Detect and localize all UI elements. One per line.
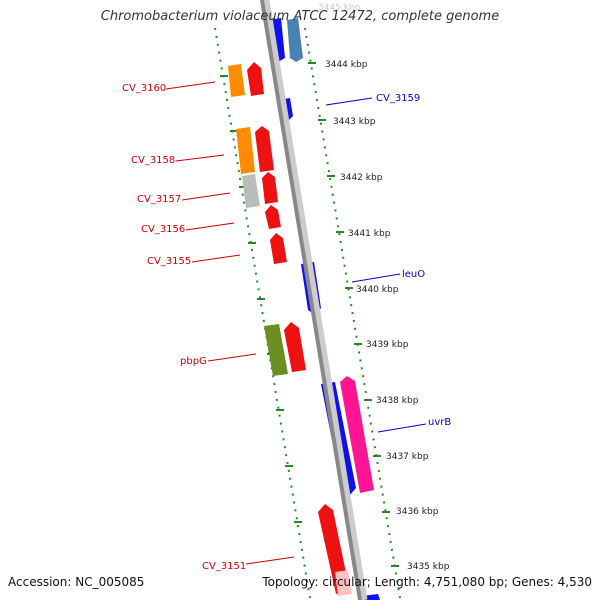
tick-labels: 3444 kbp 3443 kbp 3442 kbp 3441 kbp 3440… xyxy=(325,60,450,572)
gene-arrow-cv3160-red xyxy=(247,62,264,96)
gene-arrow-top-steel xyxy=(287,18,303,62)
left-tick-marks xyxy=(220,75,302,523)
gene-arrow-bottom-pale xyxy=(335,570,352,596)
tick-label-3445: 3445 kbp xyxy=(318,3,361,13)
backbone xyxy=(260,0,362,600)
tick-label: 3444 kbp xyxy=(325,60,368,70)
right-dotted-ring xyxy=(304,27,401,599)
right-tick-marks xyxy=(308,62,399,567)
tick-label: 3438 kbp xyxy=(376,396,419,406)
left-dotted-ring xyxy=(214,27,311,599)
gene-arrow-cv3158-red xyxy=(255,126,274,172)
gene-label-cv3156: CV_3156 xyxy=(141,224,185,235)
gene-arrow-cv3157-red xyxy=(262,172,278,204)
gene-arrow-cv3155-red xyxy=(270,233,287,264)
gene-arrow-cv3157-gray xyxy=(242,174,260,208)
gene-label-cv3160: CV_3160 xyxy=(122,83,166,94)
tick-label: 3440 kbp xyxy=(356,285,399,295)
gene-arrow-pbpG-olive xyxy=(264,324,288,376)
tick-label: 3441 kbp xyxy=(348,229,391,239)
gene-label-pbpG: pbpG xyxy=(180,356,207,367)
label-leaders xyxy=(165,81,427,565)
gene-arrow-cv3160-orange xyxy=(228,64,245,97)
gene-arrow-pbpG-red xyxy=(284,322,306,372)
gene-arrow-cv3158-orange xyxy=(236,127,255,174)
genome-summary-text: Topology: circular; Length: 4,751,080 bp… xyxy=(262,575,592,589)
gene-label-cv3157: CV_3157 xyxy=(137,194,181,205)
gene-label-leuO: leuO xyxy=(402,269,425,280)
gene-label-cv3151: CV_3151 xyxy=(202,561,246,572)
gene-label-uvrB: uvrB xyxy=(428,417,451,428)
gene-arrow-cv3156-red xyxy=(265,205,281,229)
gene-label-cv3158: CV_3158 xyxy=(131,155,175,166)
tick-label: 3436 kbp xyxy=(396,507,439,517)
gene-arrow-uvrB-pink xyxy=(340,376,374,493)
tick-label: 3435 kbp xyxy=(407,562,450,572)
tick-label: 3437 kbp xyxy=(386,452,429,462)
gene-labels: CV_3160 CV_3159 CV_3158 CV_3157 CV_3156 … xyxy=(122,83,451,572)
gene-arrows xyxy=(228,18,380,600)
backbone-shadow xyxy=(262,0,368,600)
tick-label: 3442 kbp xyxy=(340,173,383,183)
tick-label: 3439 kbp xyxy=(366,340,409,350)
tick-label: 3443 kbp xyxy=(333,117,376,127)
accession-text: Accession: NC_005085 xyxy=(8,575,145,589)
map-title: Chromobacterium violaceum ATCC 12472, co… xyxy=(100,9,500,24)
gene-label-cv3159: CV_3159 xyxy=(376,93,420,104)
gene-label-cv3155: CV_3155 xyxy=(147,256,191,267)
